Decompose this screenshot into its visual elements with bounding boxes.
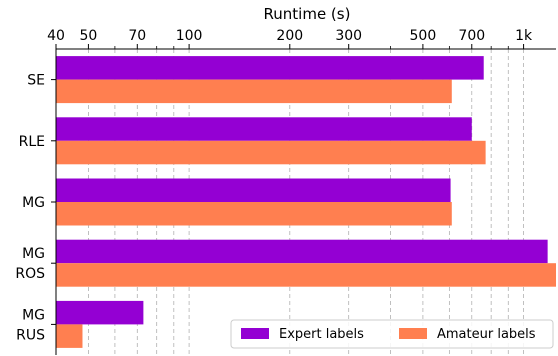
category-label: MG — [22, 307, 45, 323]
x-tick-label: 50 — [80, 28, 98, 44]
x-tick-label: 200 — [276, 28, 303, 44]
legend-label: Expert labels — [279, 327, 364, 342]
bar-amateur-0 — [56, 79, 452, 104]
bar-expert-1 — [56, 117, 472, 141]
bar-expert-3 — [56, 239, 548, 264]
x-tick-label: 300 — [335, 28, 362, 44]
legend-label: Amateur labels — [437, 327, 536, 342]
x-tick-label: 1k — [515, 28, 533, 44]
bar-amateur-3 — [56, 263, 556, 287]
bar-expert-2 — [56, 178, 451, 202]
x-axis-label: Runtime (s) — [264, 5, 351, 23]
category-label: SE — [27, 73, 45, 89]
x-tick-label: 100 — [176, 28, 203, 44]
bar-amateur-4 — [56, 324, 83, 348]
bar-amateur-1 — [56, 140, 486, 165]
axis-layer: SE RLE MG MG ROS MG RUS 40 50 70 100 200 300 500 700 1k — [15, 28, 556, 355]
x-tick-label: 70 — [128, 28, 146, 44]
legend-swatch — [399, 328, 427, 339]
bar-amateur-2 — [56, 202, 452, 226]
category-label: MG — [22, 246, 45, 262]
x-tick-label: 500 — [410, 28, 437, 44]
x-tick-label: 40 — [47, 28, 65, 44]
legend-swatch — [241, 328, 269, 339]
x-tick-label: 700 — [458, 28, 485, 44]
category-label: MG — [22, 195, 45, 211]
bar-layer — [56, 56, 556, 348]
category-label: RLE — [19, 134, 45, 150]
legend: Expert labels Amateur labels — [230, 319, 554, 349]
category-label: RUS — [16, 327, 45, 343]
category-label: ROS — [15, 266, 45, 282]
bar-expert-4 — [56, 300, 144, 325]
bar-expert-0 — [56, 56, 484, 80]
legend-box — [230, 319, 554, 349]
